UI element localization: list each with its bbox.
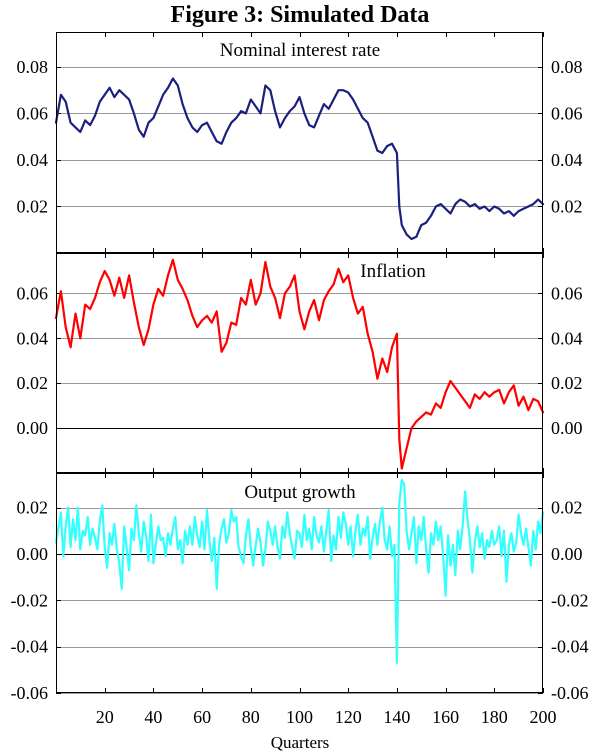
chart-inflation: 0.00 0.00 0.02 0.02 0.04 0.04 0.06 0.06 Inflatio…: [17, 253, 583, 473]
y-tick-label-right: 0.08: [551, 57, 583, 77]
y-tick-label-left: 0.06: [17, 283, 49, 303]
y-tick-label-left: 0.00: [17, 418, 49, 438]
series-line-nominal-interest-rate: [54, 77, 545, 241]
y-tick-label-right: 0.06: [551, 103, 583, 123]
y-tick-label-right: 0.02: [551, 498, 583, 518]
y-tick-label-right: 0.04: [551, 328, 583, 348]
y-tick-label-left: -0.02: [11, 590, 49, 610]
y-tick-label-left: 0.06: [17, 103, 49, 123]
x-tick-label: 160: [432, 707, 459, 727]
x-axis-title: Quarters: [271, 733, 330, 752]
y-tick-label-right: -0.04: [551, 637, 589, 657]
y-tick-label-left: 0.04: [17, 328, 49, 348]
y-tick-label-left: 0.08: [17, 57, 49, 77]
series-line-output-growth: [54, 478, 545, 665]
y-tick-label-right: 0.02: [551, 196, 583, 216]
panel-title-output-growth: Output growth: [244, 482, 356, 503]
y-tick-label-left: 0.02: [17, 498, 49, 518]
y-tick-label-left: 0.04: [17, 150, 49, 170]
x-tick-label: 180: [481, 707, 508, 727]
panel-frame: [56, 32, 543, 253]
y-tick-label-left: 0.02: [17, 196, 49, 216]
series-line-inflation: [54, 258, 545, 470]
panel-frame: [56, 473, 543, 693]
x-tick-label: 80: [242, 707, 260, 727]
y-tick-label-right: 0.06: [551, 283, 583, 303]
x-tick-label: 100: [286, 707, 313, 727]
y-tick-label-right: 0.00: [551, 418, 583, 438]
x-tick-label: 40: [144, 707, 162, 727]
x-tick-label: 140: [383, 707, 410, 727]
x-tick-label: 20: [96, 707, 114, 727]
y-tick-label-right: 0.02: [551, 373, 583, 393]
chart-nominal-interest-rate: 0.02 0.02 0.04 0.04 0.06 0.06 0.08 0.08 Nominal …: [17, 32, 583, 253]
x-tick-label: 120: [335, 707, 362, 727]
panel-title-inflation: Inflation: [360, 261, 426, 282]
chart-panels: 0.02 0.02 0.04 0.04 0.06 0.06 0.08 0.08 Nominal …: [11, 32, 589, 703]
y-tick-label-right: -0.06: [551, 683, 589, 703]
y-tick-label-left: 0.02: [17, 373, 49, 393]
y-tick-label-left: -0.04: [11, 637, 49, 657]
figure-title: Figure 3: Simulated Data: [171, 2, 430, 28]
y-tick-label-right: 0.04: [551, 150, 583, 170]
y-tick-label-right: -0.02: [551, 590, 589, 610]
x-axis: 20 40 60 80 100 120 140 160 180 200: [96, 707, 557, 727]
y-tick-label-left: 0.00: [17, 544, 49, 564]
y-tick-label-left: -0.06: [11, 683, 49, 703]
panel-frame: [56, 253, 543, 473]
y-tick-label-right: 0.00: [551, 544, 583, 564]
chart-output-growth: -0.06 -0.06 -0.04 -0.04 -0.02 -0.02 0.00 0.00 0.…: [11, 473, 589, 703]
x-tick-label: 200: [530, 707, 557, 727]
x-tick-label: 60: [193, 707, 211, 727]
panel-title-nominal-interest-rate: Nominal interest rate: [220, 40, 380, 61]
